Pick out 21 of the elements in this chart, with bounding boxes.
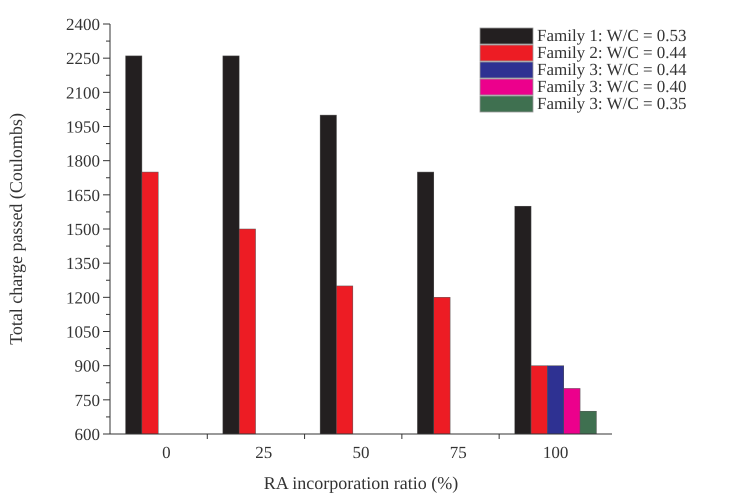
x-tick-label: 25 xyxy=(255,443,272,462)
y-tick-label: 1200 xyxy=(66,288,100,308)
y-tick-label: 1500 xyxy=(66,220,100,239)
y-tick-label: 2100 xyxy=(66,83,100,102)
y-tick-label: 1800 xyxy=(66,152,100,171)
x-tick-label: 0 xyxy=(162,443,171,462)
y-tick-label: 1950 xyxy=(66,117,100,136)
y-tick-label: 1350 xyxy=(66,254,100,274)
x-tick-label: 100 xyxy=(542,443,568,462)
y-tick-label: 1050 xyxy=(66,322,100,342)
y-tick-label: 600 xyxy=(74,424,100,444)
legend-label: Family 1: W/C = 0.53 xyxy=(537,26,687,45)
x-tick-label: 50 xyxy=(352,443,370,462)
y-tick-label: 2250 xyxy=(66,49,100,68)
y-tick-label: 2400 xyxy=(66,14,100,34)
x-tick-label: 75 xyxy=(450,443,467,462)
y-tick-label: 900 xyxy=(74,356,100,376)
y-tick-label: 750 xyxy=(74,390,100,410)
x-axis-title: RA incorporation ratio (%) xyxy=(264,473,458,493)
y-tick-label: 1650 xyxy=(66,186,100,205)
y-axis-title: Total charge passed (Coulombs) xyxy=(6,113,26,345)
